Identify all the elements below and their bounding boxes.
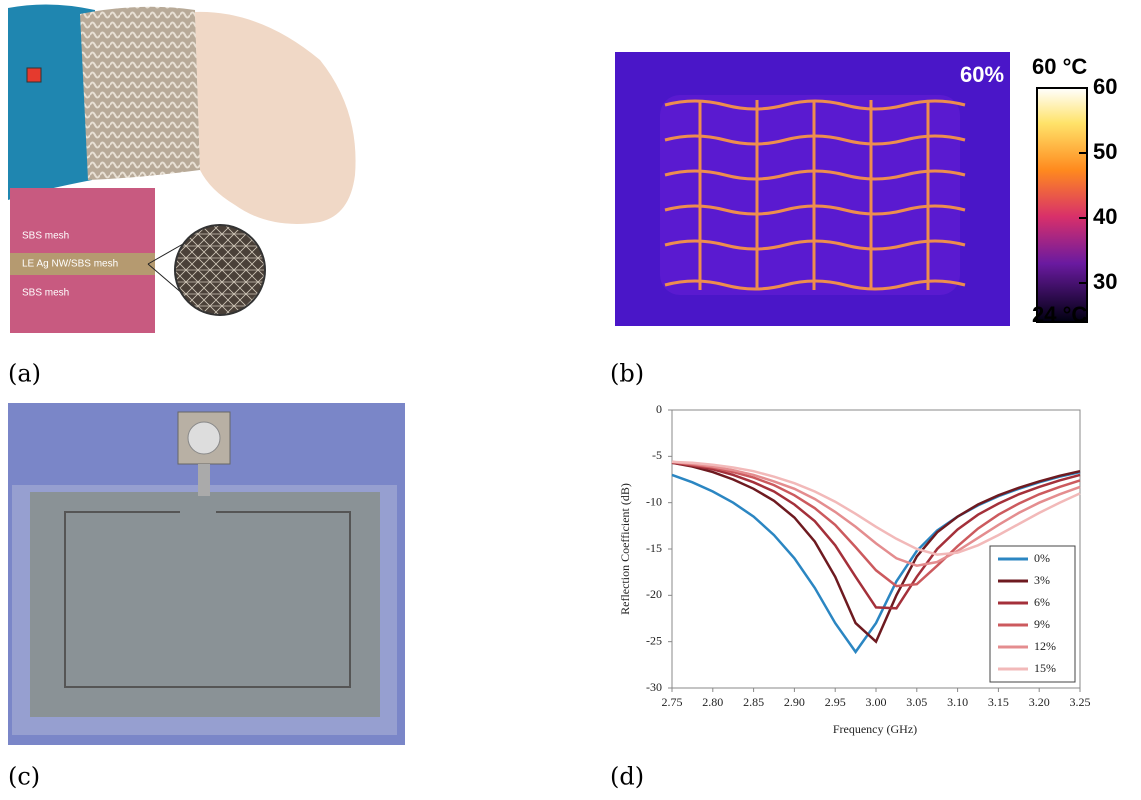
x-tick-label: 3.15	[988, 695, 1009, 709]
x-tick-label: 2.95	[825, 695, 846, 709]
x-tick-label: 2.85	[743, 695, 764, 709]
panel-label: (b)	[610, 360, 644, 388]
scale-max: 60 °C	[1032, 54, 1087, 79]
x-tick-label: 3.20	[1029, 695, 1050, 709]
layer-label: SBS mesh	[22, 231, 69, 242]
y-tick-label: -30	[646, 680, 662, 694]
layer-label: SBS mesh	[22, 288, 69, 299]
panel-label: (d)	[610, 763, 644, 791]
thermal-b: 60% 60 °C 24 °C	[615, 52, 1087, 327]
legend-label: 9%	[1034, 617, 1050, 631]
legend-label: 3%	[1034, 573, 1050, 587]
legend-label: 6%	[1034, 595, 1050, 609]
figure: SBS mesh LE Ag NW/SBS mesh SBS mesh (a) …	[0, 0, 1141, 796]
x-axis-label: Frequency (GHz)	[833, 722, 917, 736]
scale-min: 24 °C	[1032, 302, 1087, 327]
legend-box	[990, 546, 1075, 682]
x-tick-label: 2.75	[662, 695, 683, 709]
y-tick-label: 0	[656, 402, 662, 416]
x-tick-label: 3.10	[947, 695, 968, 709]
panel-label: (c)	[8, 763, 40, 791]
panel-label: (a)	[8, 360, 41, 388]
y-tick-label: -10	[646, 494, 662, 508]
y-axis-label: Reflection Coefficient (dB)	[618, 483, 632, 615]
y-tick-label: -15	[646, 541, 662, 555]
photo-a: SBS mesh LE Ag NW/SBS mesh SBS mesh	[8, 0, 395, 335]
x-tick-label: 3.25	[1070, 695, 1091, 709]
strain-label: 60%	[960, 62, 1004, 87]
y-tick-label: -20	[646, 587, 662, 601]
x-tick-label: 2.90	[784, 695, 805, 709]
x-tick-label: 3.05	[906, 695, 927, 709]
scale-tick-label: 50	[1093, 139, 1117, 164]
y-tick-label: -25	[646, 633, 662, 647]
scale-tick-label: 60	[1093, 74, 1117, 99]
y-tick-label: -5	[652, 448, 662, 462]
legend-label: 12%	[1034, 639, 1056, 653]
layer-label: LE Ag NW/SBS mesh	[22, 259, 118, 270]
x-tick-label: 3.00	[866, 695, 887, 709]
photo-c	[8, 403, 405, 745]
scale-tick-label: 30	[1093, 269, 1117, 294]
legend-label: 0%	[1034, 551, 1050, 565]
x-tick-label: 2.80	[702, 695, 723, 709]
scale-tick-label: 40	[1093, 204, 1117, 229]
legend-label: 15%	[1034, 661, 1056, 675]
